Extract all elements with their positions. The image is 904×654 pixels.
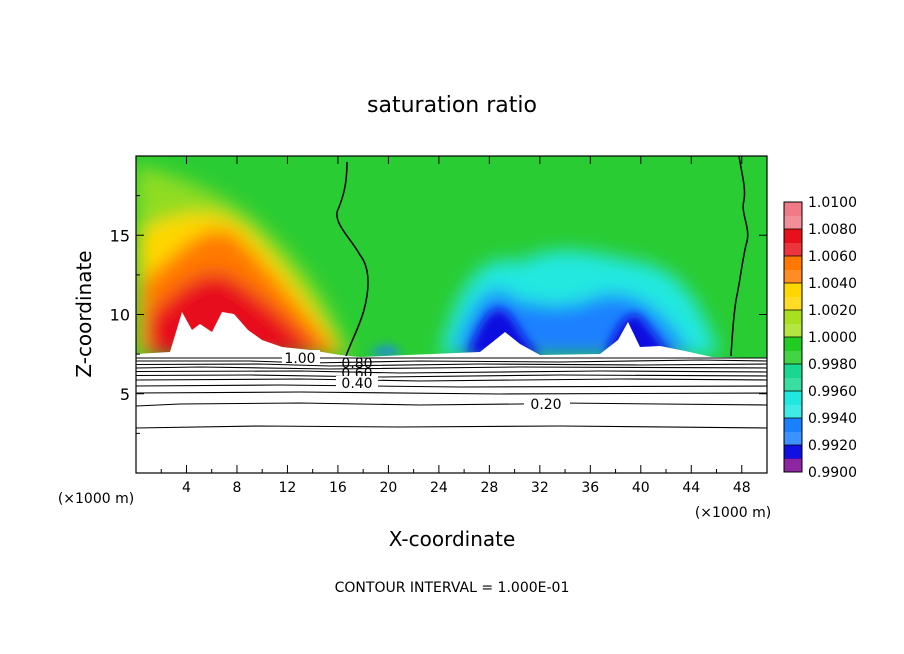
colorbar-band: [784, 337, 802, 351]
colorbar-band: [784, 310, 802, 324]
contour-interval-label: CONTOUR INTERVAL = 1.000E-01: [335, 580, 570, 596]
colorbar-band: [784, 256, 802, 270]
colorbar-band-sub: [784, 215, 802, 230]
colorbar-band-sub: [784, 323, 802, 338]
y-tick-label: 5: [120, 385, 130, 404]
colorbar-label: 0.9960: [808, 384, 857, 400]
colorbar-band-sub: [784, 431, 802, 446]
x-tick-label: 12: [279, 480, 297, 496]
y-tick-label: 15: [110, 226, 130, 245]
colorbar-label: 0.9900: [808, 465, 857, 481]
colorbar-band-sub: [784, 350, 802, 365]
colorbar-label: 0.9980: [808, 357, 857, 373]
colorbar-band: [784, 364, 802, 378]
colorbar-band: [784, 229, 802, 243]
colorbar-band-sub: [784, 269, 802, 284]
colorbar-band: [784, 283, 802, 297]
y-axis: 5 10 15: [110, 195, 767, 434]
saturation-field: [136, 156, 767, 359]
colorbar-band-sub: [784, 458, 802, 473]
x-axis: 4 8 12 16 20 24 28 32 36 40 44 48: [160, 156, 751, 496]
x-units-right: (×1000 m): [695, 505, 771, 521]
x-tick-label: 44: [682, 480, 700, 496]
x-tick-label: 20: [379, 480, 397, 496]
colorbar-label: 1.0020: [808, 303, 857, 319]
contour-label-1: 1.00: [284, 351, 315, 367]
colorbar-label: 1.0000: [808, 330, 857, 346]
colorbar-label: 1.0060: [808, 249, 857, 265]
x-tick-label: 28: [480, 480, 498, 496]
contour-label-2: 0.80: [341, 356, 372, 372]
colorbar-label: 0.9920: [808, 438, 857, 454]
colorbar-band-sub: [784, 296, 802, 311]
y-tick-label: 10: [110, 306, 130, 325]
x-axis-label: X-coordinate: [389, 527, 516, 551]
colorbar-band-sub: [784, 377, 802, 392]
contour-label-4: 0.40: [341, 376, 372, 392]
colorbar-band-sub: [784, 404, 802, 419]
chart-title: saturation ratio: [367, 93, 537, 118]
colorbar-band-sub: [784, 242, 802, 257]
colorbar-label: 0.9940: [808, 411, 857, 427]
colorbar-band: [784, 391, 802, 405]
colorbar-label: 1.0040: [808, 276, 857, 292]
colorbar-label: 1.0080: [808, 222, 857, 238]
colorbar-band: [784, 202, 802, 216]
x-tick-label: 4: [182, 480, 191, 496]
plot-area: 1.00 0.80 0.60 0.40 0.20: [135, 155, 768, 474]
colorbar-band: [784, 445, 802, 459]
y-axis-label: Z-coordinate: [72, 250, 96, 377]
x-tick-label: 32: [531, 480, 549, 496]
contour-labels: 1.00 0.80 0.60 0.40 0.20: [282, 350, 570, 413]
x-tick-label: 8: [232, 480, 241, 496]
x-tick-label: 48: [733, 480, 751, 496]
x-tick-label: 24: [430, 480, 448, 496]
x-tick-label: 36: [581, 480, 599, 496]
colorbar-label: 1.0100: [808, 195, 857, 211]
x-tick-label: 16: [329, 480, 347, 496]
x-units-left: (×1000 m): [58, 491, 134, 507]
contour-label-5: 0.20: [530, 397, 561, 413]
colorbar-band: [784, 418, 802, 432]
x-tick-label: 40: [632, 480, 650, 496]
colorbar: 1.0100 1.0080 1.0060 1.0040 1.0020 1.0000 0.99…: [783, 195, 857, 481]
